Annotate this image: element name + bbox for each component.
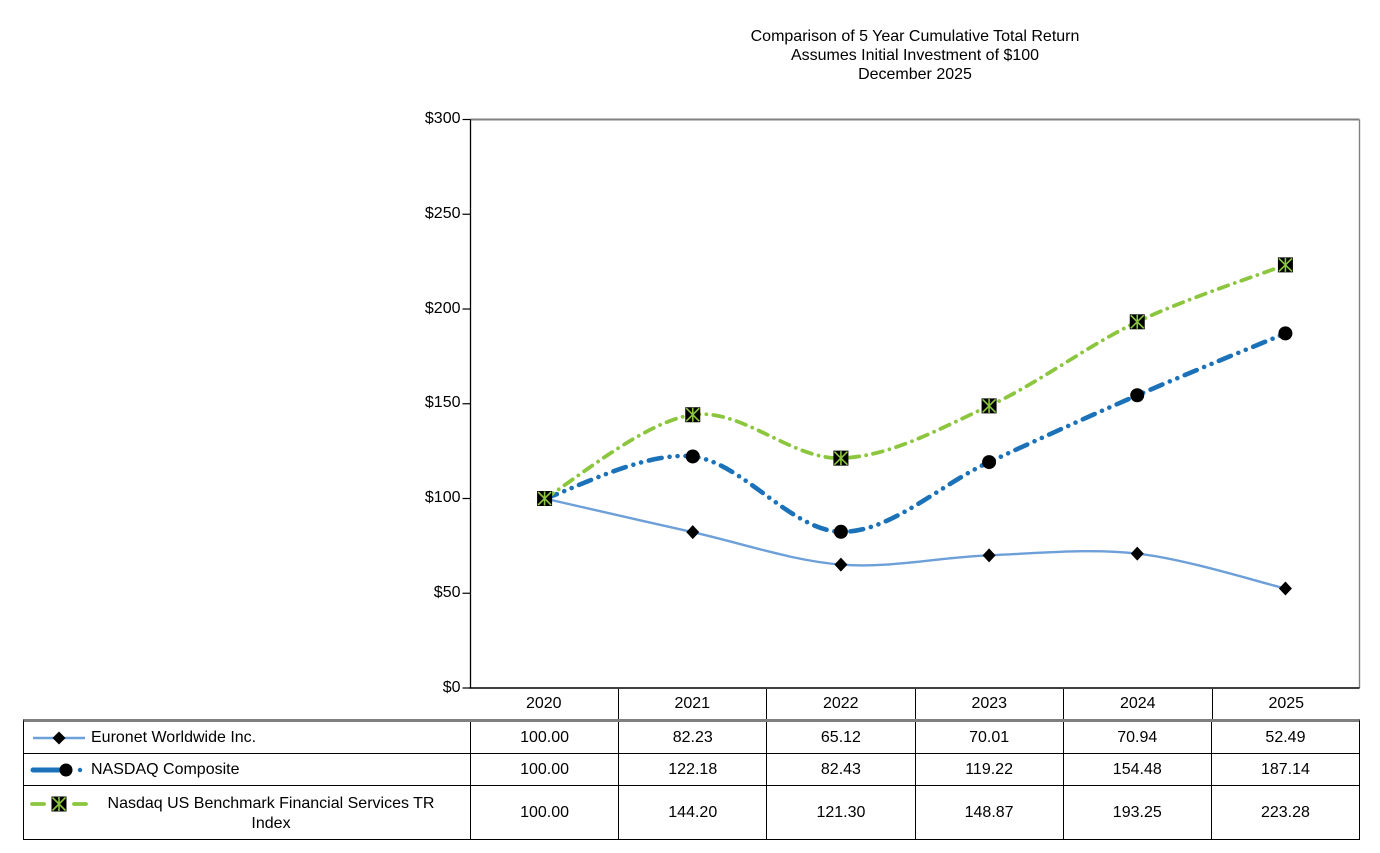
table-cell: 187.14: [1260, 760, 1310, 778]
table-cell: 70.94: [1064, 722, 1212, 753]
y-axis-tick-label: $300: [424, 110, 461, 127]
year-header: 2023: [916, 689, 1064, 719]
legend-cell-nasdaq-composite: NASDAQ Composite: [24, 754, 471, 785]
chart-data-table: Euronet Worldwide Inc. 100.00 82.23 65.1…: [23, 719, 1360, 840]
y-axis-tick-label: $250: [424, 204, 461, 222]
year-header: 2021: [619, 689, 767, 719]
year-header: 2025: [1268, 695, 1305, 712]
series-line-2: [542, 263, 1288, 501]
table-cell: 100.00: [471, 786, 620, 839]
y-axis-tick-label: $0: [442, 678, 461, 696]
legend-cell-euronet: Euronet Worldwide Inc.: [24, 722, 471, 753]
table-cell: 154.48: [1064, 754, 1212, 785]
x-axis-year-row: 2020 2021 2022 2023 2024 2025: [470, 689, 1360, 719]
legend-cell-nasdaq-benchmark: Nasdaq US Benchmark Financial Services T…: [24, 786, 471, 839]
table-cell: 65.12: [767, 722, 916, 753]
series-label: Euronet Worldwide Inc.: [91, 728, 257, 746]
y-axis-tick-label: $200: [424, 299, 461, 317]
series-label: Nasdaq US Benchmark Financial Services T…: [107, 795, 435, 832]
marker-circle: [982, 455, 997, 470]
marker-circle: [685, 449, 700, 464]
table-cell: 148.87: [916, 786, 1064, 839]
marker-diamond: [1130, 546, 1144, 561]
euronet-line-diamond-icon: [33, 731, 85, 744]
marker-diamond: [1278, 581, 1292, 596]
table-row-euronet: Euronet Worldwide Inc. 100.00 82.23 65.1…: [24, 722, 1359, 754]
year-header: 2024: [1064, 689, 1213, 719]
marker-diamond: [982, 548, 996, 563]
table-cell: 144.20: [619, 786, 768, 839]
table-cell: 121.30: [767, 786, 916, 839]
marker-diamond: [686, 525, 700, 540]
chart-title-line3: December 2025: [858, 66, 972, 83]
table-row-nasdaq-benchmark: Nasdaq US Benchmark Financial Services T…: [24, 786, 1359, 839]
marker-circle: [1278, 326, 1293, 341]
series-line-0: [543, 497, 1287, 590]
table-cell: 122.18: [619, 754, 768, 785]
table-cell: 52.49: [1265, 728, 1306, 746]
chart-title-line1: Comparison of 5 Year Cumulative Total Re…: [750, 28, 1080, 45]
table-cell: 100.00: [471, 754, 620, 785]
table-row-nasdaq-composite: NASDAQ Composite 100.00 122.18 82.43 119…: [24, 754, 1359, 786]
table-cell: 82.43: [767, 754, 916, 785]
table-cell: 100.00: [471, 722, 620, 753]
nasdaq-dash-dot-circle-icon: [30, 763, 83, 776]
series-label: NASDAQ Composite: [91, 760, 240, 778]
year-header: 2022: [767, 689, 916, 719]
chart-title-line2: Assumes Initial Investment of $100: [790, 47, 1040, 64]
y-axis-tick-label: $150: [424, 394, 461, 412]
marker-diamond: [834, 557, 848, 572]
benchmark-dash-square-x-icon: [30, 796, 88, 812]
marker-circle: [833, 524, 848, 539]
table-cell: 193.25: [1064, 786, 1212, 839]
table-cell: 223.28: [1260, 803, 1310, 821]
series-line-1: [542, 331, 1288, 535]
y-axis-tick-label: $50: [433, 583, 461, 601]
y-axis-tick-label: $100: [424, 489, 461, 506]
table-cell: 119.22: [916, 754, 1064, 785]
chart-title: Comparison of 5 Year Cumulative Total Re…: [470, 27, 1360, 84]
year-header: 2020: [470, 689, 619, 719]
table-cell: 70.01: [916, 722, 1064, 753]
table-cell: 82.23: [619, 722, 768, 753]
marker-circle: [1130, 388, 1145, 403]
